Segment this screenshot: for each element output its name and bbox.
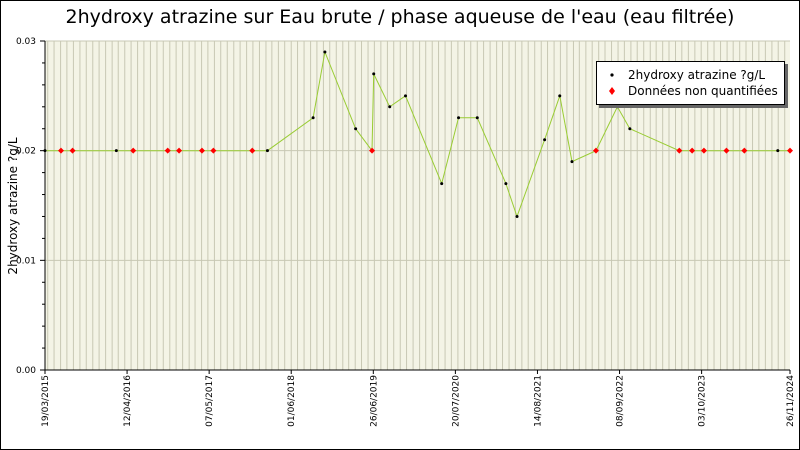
legend-symbol-measured xyxy=(610,73,614,77)
y-tick-label: 0.01 xyxy=(16,256,36,266)
unquantified-point xyxy=(723,147,730,154)
data-point xyxy=(404,94,408,98)
unquantified-point xyxy=(176,147,183,154)
data-point xyxy=(354,127,358,131)
x-tick-label: 03/10/2023 xyxy=(698,375,708,427)
x-tick-label: 07/05/2017 xyxy=(205,375,215,427)
data-point xyxy=(570,160,574,164)
data-point xyxy=(558,94,562,98)
data-point xyxy=(265,149,269,153)
legend-label-measured: 2hydroxy atrazine ?g/L xyxy=(628,68,766,82)
data-point xyxy=(388,105,392,109)
unquantified-point xyxy=(198,147,205,154)
data-point xyxy=(515,214,519,218)
unquantified-point xyxy=(689,147,696,154)
x-tick-label: 26/06/2019 xyxy=(369,375,379,427)
data-point xyxy=(457,116,461,120)
unquantified-point xyxy=(164,147,171,154)
unquantified-point xyxy=(249,147,256,154)
y-tick-label: 0.03 xyxy=(16,37,36,47)
unquantified-point xyxy=(130,147,137,154)
x-tick-label: 20/07/2020 xyxy=(451,375,461,427)
data-point xyxy=(440,182,444,186)
x-tick-label: 26/11/2024 xyxy=(786,375,796,427)
data-point xyxy=(114,149,118,153)
unquantified-point xyxy=(592,147,599,154)
data-point xyxy=(615,105,619,109)
x-tick-label: 01/06/2018 xyxy=(287,375,297,427)
y-tick-label: 0.00 xyxy=(16,366,36,376)
data-point xyxy=(776,149,780,153)
data-point xyxy=(543,138,547,142)
unquantified-point xyxy=(57,147,64,154)
legend-label-unquantified: Données non quantifiées xyxy=(628,84,778,98)
data-point xyxy=(43,149,47,153)
data-point xyxy=(311,116,315,120)
unquantified-point xyxy=(741,147,748,154)
legend: 2hydroxy atrazine ?g/L Données non quant… xyxy=(596,61,785,105)
unquantified-point xyxy=(787,147,793,154)
x-tick-label: 19/03/2015 xyxy=(41,375,51,427)
y-tick-label: 0.02 xyxy=(16,147,36,157)
unquantified-point xyxy=(676,147,683,154)
unquantified-point xyxy=(700,147,707,154)
data-point xyxy=(475,116,479,120)
unquantified-point xyxy=(69,147,76,154)
legend-symbol-unquantified xyxy=(609,87,615,95)
chart-title: 2hydroxy atrazine sur Eau brute / phase … xyxy=(65,6,735,28)
x-tick-label: 12/04/2016 xyxy=(123,375,133,427)
data-point xyxy=(504,182,508,186)
x-tick-label: 14/08/2021 xyxy=(533,375,543,427)
x-tick-label: 08/09/2022 xyxy=(616,375,626,427)
unquantified-point xyxy=(210,147,217,154)
data-point xyxy=(628,127,632,131)
data-point xyxy=(372,72,376,76)
unquantified-point xyxy=(369,147,376,154)
data-point xyxy=(323,50,327,54)
